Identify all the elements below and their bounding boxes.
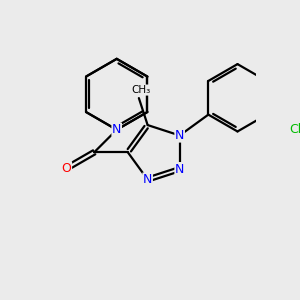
Text: N: N bbox=[175, 163, 184, 176]
Text: Cl: Cl bbox=[289, 123, 300, 136]
Text: CH₃: CH₃ bbox=[131, 85, 151, 95]
Text: N: N bbox=[112, 123, 122, 136]
Text: N: N bbox=[143, 173, 152, 186]
Text: N: N bbox=[175, 129, 184, 142]
Text: O: O bbox=[61, 162, 71, 175]
